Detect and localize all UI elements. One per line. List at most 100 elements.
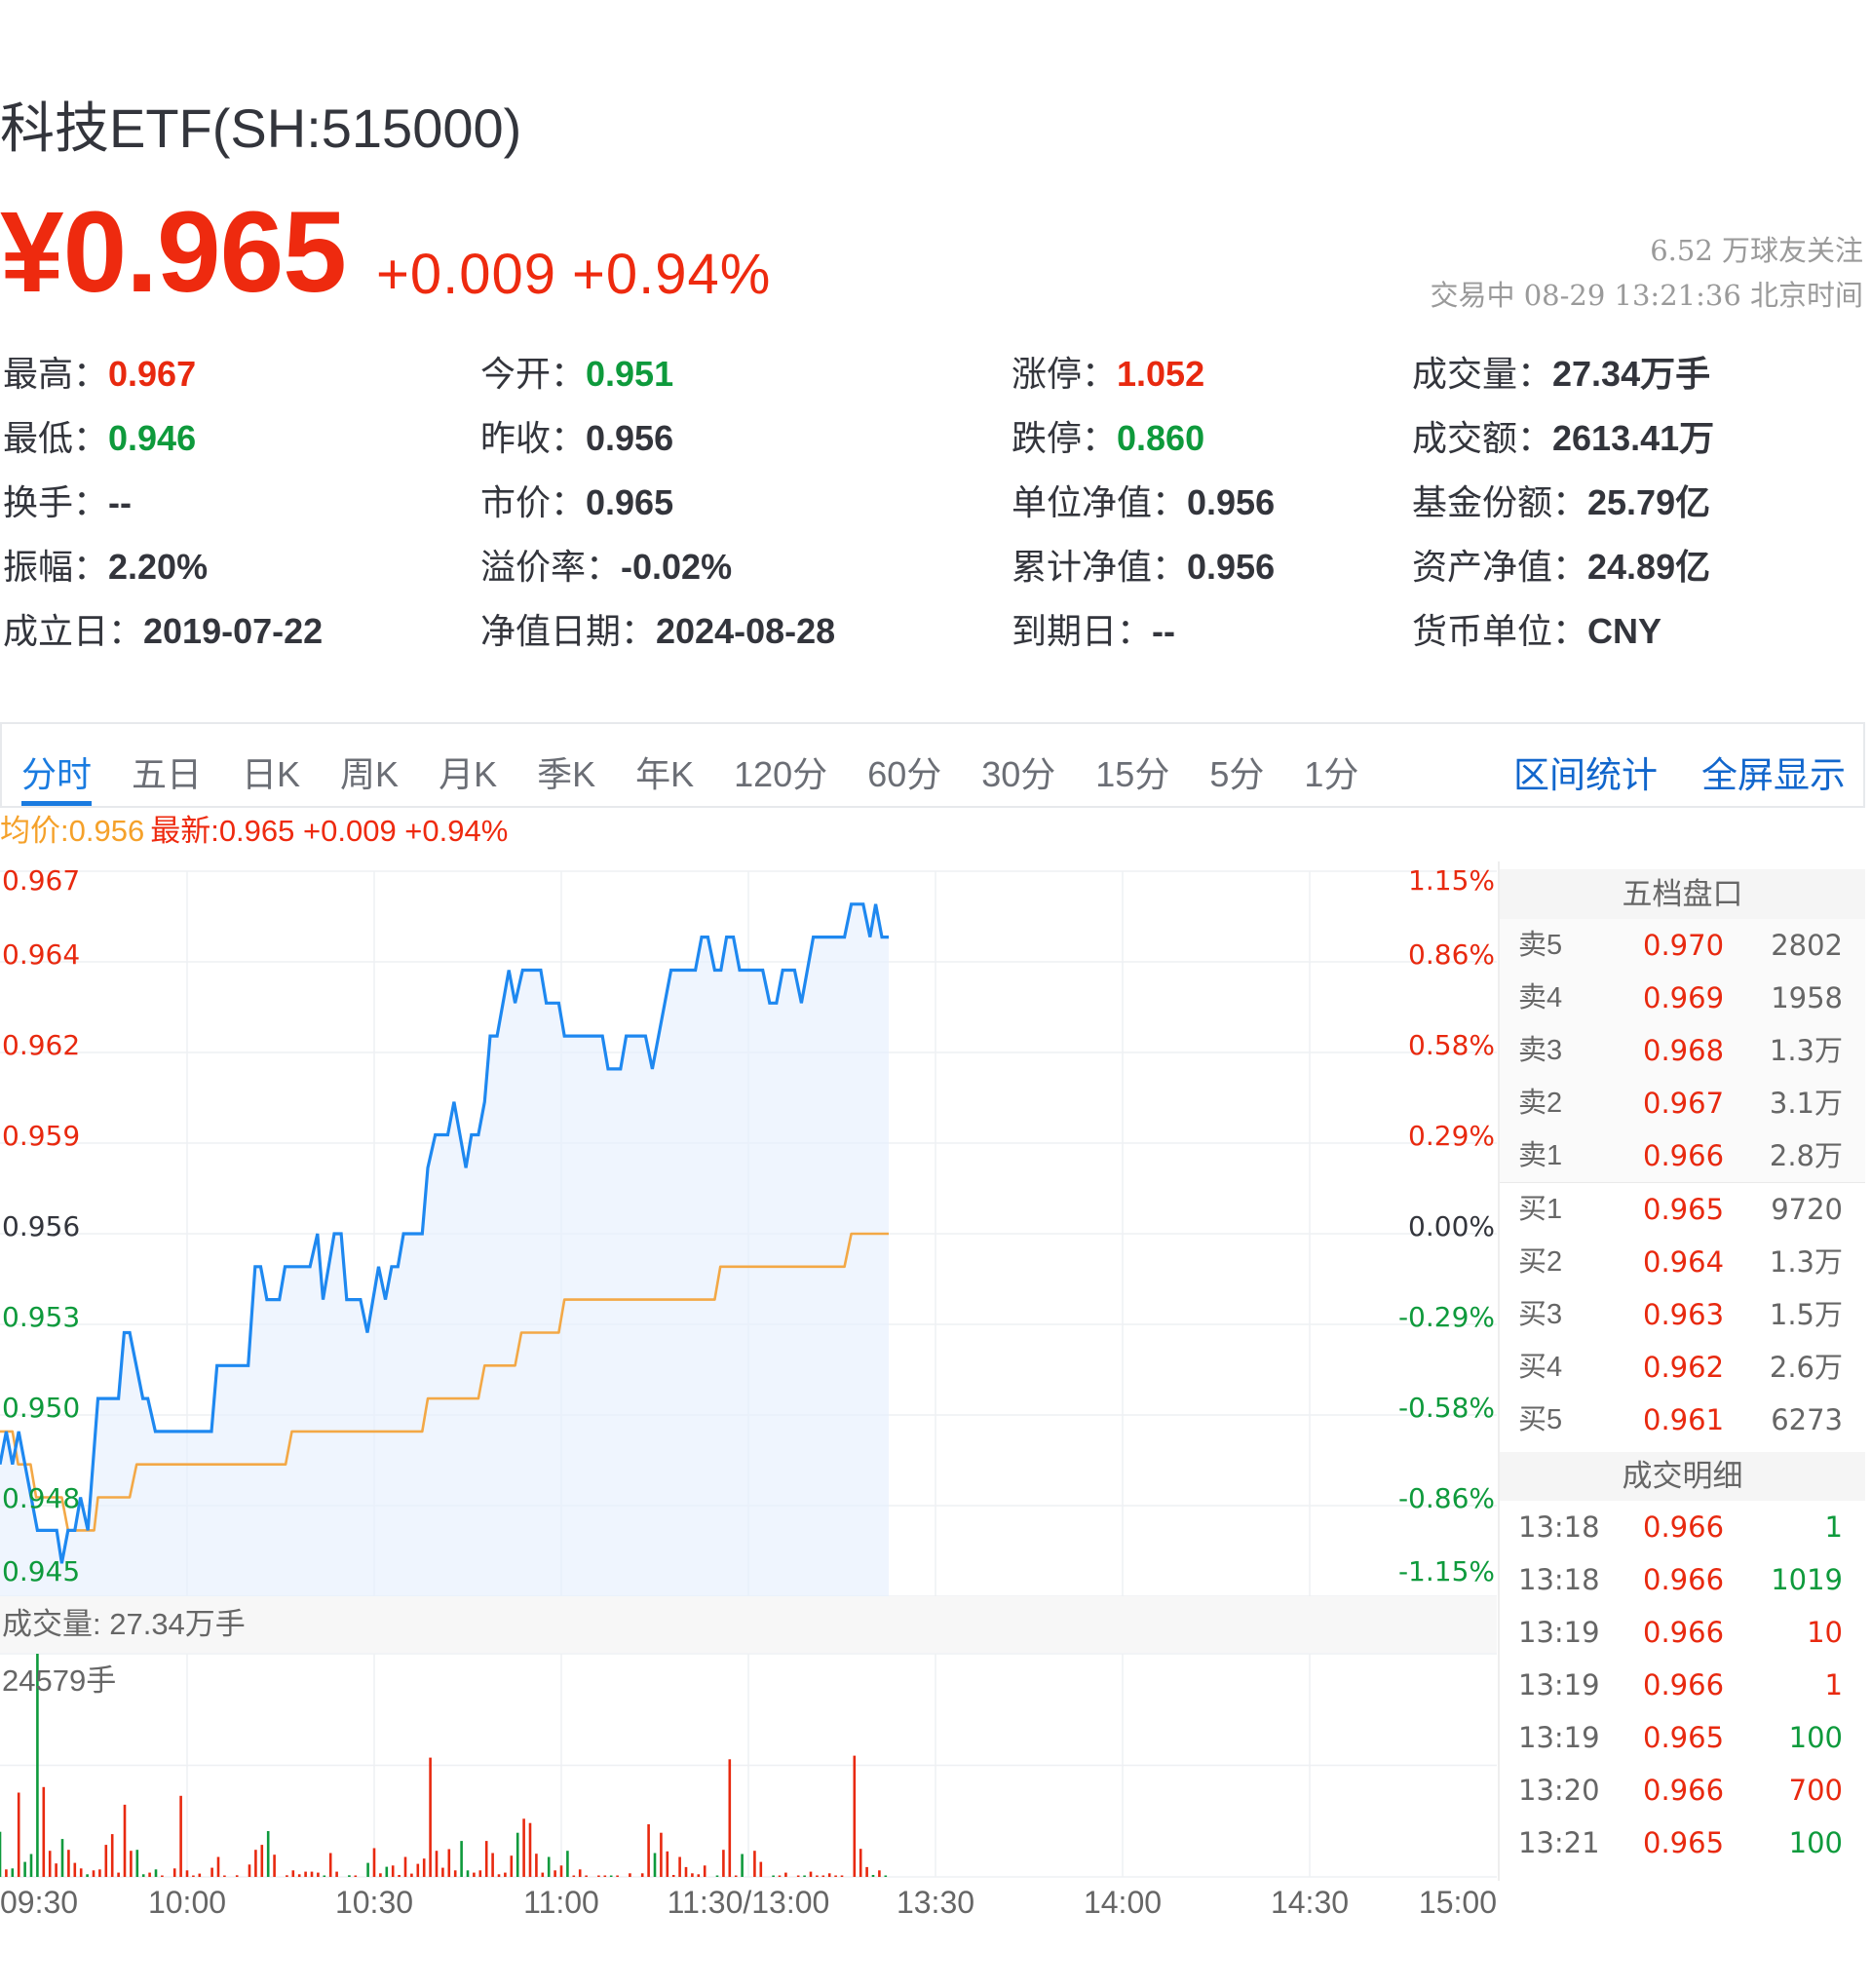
volume-bar: [515, 1832, 519, 1877]
stat-label: 溢价率：: [480, 547, 622, 587]
volume-chart[interactable]: [0, 1653, 1497, 1878]
volume-bar: [304, 1871, 307, 1877]
pct-tick-label: 0.58%: [1408, 1029, 1495, 1061]
volume-bar: [86, 1874, 89, 1877]
volume-bar: [0, 1831, 2, 1877]
volume-bar: [827, 1873, 831, 1877]
tab-weekly-k[interactable]: 周K: [340, 754, 400, 794]
volume-bar: [660, 1832, 663, 1877]
volume-bar: [722, 1850, 725, 1877]
volume-bar: [528, 1822, 532, 1877]
volume-bar: [460, 1841, 463, 1877]
tab-intraday[interactable]: 分时: [21, 724, 93, 806]
stat-value: 2613.41万: [1552, 418, 1715, 458]
price-chart-svg: [0, 870, 1497, 1597]
stat-unit-nav: 单位净值：0.956: [1012, 471, 1412, 535]
volume-bar: [753, 1851, 756, 1877]
tab-60min[interactable]: 60分: [867, 754, 942, 794]
tab-yearly-k[interactable]: 年K: [635, 754, 695, 794]
volume-bar: [266, 1831, 270, 1877]
volume-bar: [853, 1755, 857, 1877]
volume-bar: [317, 1872, 320, 1877]
stat-currency: 货币单位：CNY: [1412, 599, 1860, 664]
volume-bar: [871, 1875, 875, 1877]
volume-bar: [372, 1848, 376, 1877]
volume-bar: [772, 1875, 775, 1877]
tab-daily-k[interactable]: 日K: [242, 754, 301, 794]
ask-row: 卖3 0.968 1.3万: [1500, 1024, 1865, 1077]
volume-bar: [734, 1875, 738, 1877]
y-tick-label: 0.962: [2, 1029, 81, 1061]
volume-bar: [497, 1874, 501, 1877]
stat-label: 最高：: [3, 354, 109, 394]
volume-bar: [73, 1862, 77, 1877]
trade-detail-title: 成交明细: [1500, 1452, 1865, 1501]
stat-label: 最低：: [3, 418, 109, 458]
volume-bar: [441, 1867, 444, 1877]
chart-actions: 区间统计 全屏显示: [1513, 724, 1863, 806]
volume-bar: [478, 1870, 482, 1877]
volume-bar: [840, 1875, 844, 1877]
trade-time: 13:19: [1518, 1616, 1600, 1649]
chart-legend: 均价:0.956 最新:0.965 +0.009 +0.94%: [0, 815, 508, 848]
volume-bar: [640, 1873, 644, 1877]
stat-label: 单位净值：: [1012, 482, 1188, 522]
volume-bar: [741, 1854, 744, 1877]
volume-bar: [117, 1872, 120, 1877]
level-qty: 2.8万: [1769, 1139, 1843, 1172]
x-tick-label: 13:30: [896, 1885, 975, 1920]
stat-value: 27.34万手: [1552, 354, 1711, 394]
volume-bar: [297, 1874, 301, 1877]
stat-fund-shares: 基金份额：25.79亿: [1412, 471, 1860, 535]
stat-value: --: [1152, 611, 1175, 651]
volume-bar: [179, 1795, 182, 1877]
volume-bar: [728, 1759, 732, 1877]
volume-bar: [123, 1804, 127, 1877]
volume-bar: [67, 1850, 70, 1877]
volume-bar: [398, 1875, 401, 1877]
trade-row: 13:19 0.966 10: [1500, 1606, 1865, 1659]
stat-label: 成交量：: [1412, 354, 1553, 394]
quote-side-panel: 五档盘口 卖5 0.970 2802 卖4 0.969 1958 卖3 0.968 1.3万…: [1498, 861, 1865, 1881]
volume-bar: [36, 1654, 39, 1877]
level-price: 0.967: [1643, 1087, 1725, 1120]
range-stats-link[interactable]: 区间统计: [1513, 755, 1658, 795]
pct-tick-label: 0.29%: [1408, 1120, 1495, 1152]
tab-30min[interactable]: 30分: [981, 754, 1056, 794]
stat-value: 0.956: [1187, 547, 1276, 587]
tab-five-day[interactable]: 五日: [132, 754, 203, 794]
tab-120min[interactable]: 120分: [734, 754, 828, 794]
volume-bar: [653, 1853, 657, 1877]
stat-label: 今开：: [480, 354, 587, 394]
tab-5min[interactable]: 5分: [1209, 754, 1265, 794]
tab-quarterly-k[interactable]: 季K: [537, 754, 596, 794]
volume-bar: [248, 1864, 251, 1877]
y-tick-label: 0.950: [2, 1392, 81, 1424]
tab-15min[interactable]: 15分: [1095, 754, 1170, 794]
x-tick-label: 11:00: [523, 1885, 599, 1920]
volume-bar: [410, 1873, 413, 1877]
stat-value: 2019-07-22: [143, 611, 324, 651]
stat-label: 到期日：: [1012, 611, 1153, 651]
intraday-price-chart[interactable]: 0.967 0.964 0.962 0.959 0.956 0.953 0.95…: [0, 864, 1497, 1597]
level-label: 买2: [1518, 1246, 1563, 1278]
trade-row: 13:19 0.965 100: [1500, 1711, 1865, 1764]
fullscreen-link[interactable]: 全屏显示: [1701, 755, 1846, 795]
legend-latest-price: 最新:0.965 +0.009 +0.94%: [150, 814, 509, 848]
volume-bar: [223, 1875, 226, 1877]
pct-tick-label: 0.86%: [1408, 938, 1495, 971]
trade-price: 0.965: [1643, 1721, 1725, 1754]
trade-price: 0.965: [1643, 1826, 1725, 1859]
volume-bar: [715, 1875, 719, 1877]
stat-label: 净值日期：: [480, 611, 657, 651]
stat-low: 最低：0.946: [3, 406, 480, 471]
stat-value: 2.20%: [108, 547, 209, 587]
trade-time: 13:21: [1518, 1826, 1600, 1859]
level-qty: 3.1万: [1769, 1087, 1843, 1120]
stat-inception-date: 成立日：2019-07-22: [3, 599, 480, 664]
tab-1min[interactable]: 1分: [1304, 754, 1359, 794]
volume-bar: [198, 1873, 202, 1877]
stat-label: 资产净值：: [1412, 547, 1588, 587]
trade-time: 13:19: [1518, 1668, 1600, 1701]
tab-monthly-k[interactable]: 月K: [439, 754, 498, 794]
